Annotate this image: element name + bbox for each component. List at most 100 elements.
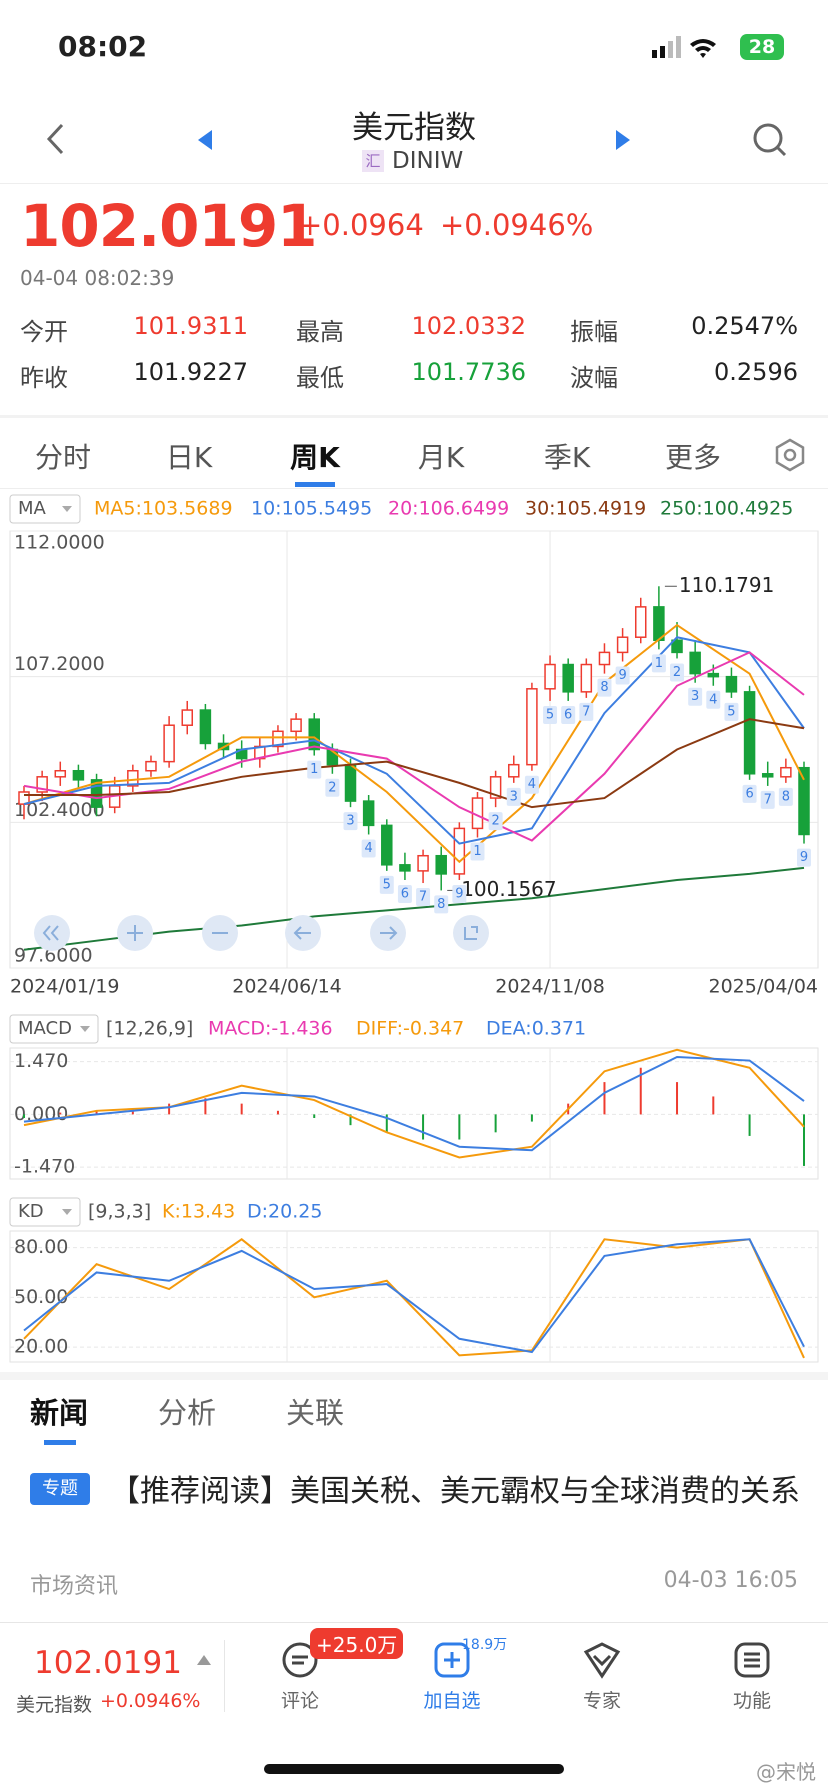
comment-badge: +25.0万: [310, 1628, 404, 1659]
candle-body: [671, 639, 683, 654]
legend-entry: 30:105.4919: [525, 498, 646, 520]
td-label: 8: [437, 897, 445, 912]
td-marker: [724, 702, 739, 721]
td-label: 6: [564, 707, 572, 722]
nav-label[interactable]: 评论: [280, 1690, 319, 1712]
arrow: [197, 1655, 211, 1665]
td-label: 8: [600, 680, 608, 695]
stat-value: 101.7736: [411, 358, 526, 386]
td-label: 4: [528, 777, 536, 792]
news-tab[interactable]: 新闻: [30, 1396, 89, 1430]
td-marker: [488, 812, 503, 831]
candle-body: [598, 651, 611, 666]
candle-body: [127, 769, 139, 787]
indicator-select[interactable]: [9, 1014, 99, 1044]
low-label: 100.1567: [461, 877, 556, 901]
period-tab[interactable]: 周K: [290, 441, 340, 474]
back-button[interactable]: [44, 122, 68, 156]
td-marker: [307, 760, 322, 779]
period-tab[interactable]: 季K: [543, 441, 591, 474]
comment-icon[interactable]: [280, 1640, 320, 1680]
stat-label: 振幅: [570, 318, 618, 346]
td-label: 5: [546, 707, 554, 722]
period-tab[interactable]: 更多: [664, 441, 721, 474]
td-marker: [561, 705, 576, 724]
candle-body: [181, 709, 194, 726]
td-label: 2: [491, 814, 499, 829]
candle-body: [54, 769, 67, 778]
candle-body: [780, 766, 792, 778]
news-tab[interactable]: 分析: [158, 1396, 217, 1430]
td-marker: [760, 790, 775, 809]
candle-body: [798, 766, 810, 836]
legend-entry: DIFF:-0.347: [356, 1018, 464, 1040]
stat-label: 波幅: [570, 364, 618, 392]
td-label: 9: [800, 850, 808, 865]
candle-body: [344, 763, 357, 802]
td-marker: [670, 663, 685, 682]
candle-body: [290, 718, 302, 733]
chart-controls[interactable]: [30, 913, 490, 953]
td-marker: [579, 702, 594, 721]
news-tab[interactable]: 关联: [286, 1396, 345, 1430]
td-marker: [343, 812, 358, 831]
next-button[interactable]: [614, 128, 632, 152]
legend-entry: 20:106.6499: [388, 498, 509, 520]
td-label: 4: [365, 841, 373, 856]
period-tab[interactable]: 分时: [34, 441, 91, 474]
td-label: 9: [455, 886, 463, 901]
x-tick-label: 2024/11/08: [495, 976, 605, 998]
candle-body: [707, 672, 720, 678]
nav-label[interactable]: 加自选: [423, 1690, 481, 1712]
candle-body: [544, 663, 556, 690]
td-marker: [706, 690, 721, 709]
td-label: 2: [673, 665, 681, 680]
indicator-params: [9,3,3]: [88, 1201, 151, 1223]
high-label: 110.1791: [679, 573, 774, 597]
indicator-select[interactable]: [9, 494, 81, 524]
candle-body: [36, 776, 48, 793]
nav-label[interactable]: 功能: [732, 1690, 771, 1712]
td-label: 9: [618, 668, 626, 683]
candle-body: [761, 773, 774, 778]
y-tick-label: 112.0000: [14, 532, 105, 554]
battery: 28: [740, 34, 784, 60]
expert-icon[interactable]: [582, 1640, 622, 1680]
candle-body: [399, 864, 411, 872]
candle-body: [163, 724, 175, 763]
search-button[interactable]: [752, 122, 788, 158]
series-line: [23, 866, 805, 951]
period-tab[interactable]: 月K: [417, 441, 465, 474]
nav-label[interactable]: 专家: [582, 1690, 621, 1712]
tab-underline: [44, 1440, 76, 1445]
td-label: 5: [383, 877, 391, 892]
news-title[interactable]: 【推荐阅读】美国关税、美元霸权与全球消费的关系: [110, 1474, 800, 1509]
series-line: [24, 718, 805, 809]
prev-button[interactable]: [196, 128, 214, 152]
candle-body: [508, 763, 520, 778]
home-indicator: [264, 1764, 564, 1774]
legend-entry: MA5:103.5689: [94, 498, 233, 520]
settings-button[interactable]: [772, 437, 808, 473]
td-marker: [597, 678, 612, 697]
function-icon[interactable]: [732, 1640, 772, 1680]
td-marker: [416, 888, 431, 907]
watch-icon[interactable]: [432, 1640, 472, 1680]
series-line: [23, 1048, 805, 1159]
td-marker: [452, 884, 467, 903]
plot-frame: [9, 1047, 819, 1180]
change: +0.0964: [298, 208, 424, 242]
bottom-change: +0.0946%: [100, 1690, 201, 1712]
news-source: 市场资讯: [30, 1574, 119, 1599]
candle-body: [72, 769, 85, 781]
period-tab[interactable]: 日K: [165, 441, 213, 474]
market-badge: 汇: [362, 150, 384, 172]
stat-value: 101.9227: [133, 358, 248, 386]
x-tick-label: 2024/01/19: [10, 976, 120, 998]
change-pct: +0.0946%: [440, 208, 594, 242]
indicator-select[interactable]: [9, 1197, 81, 1227]
candle-body: [562, 663, 574, 693]
divider: [0, 1622, 828, 1623]
td-label: 6: [745, 786, 753, 801]
